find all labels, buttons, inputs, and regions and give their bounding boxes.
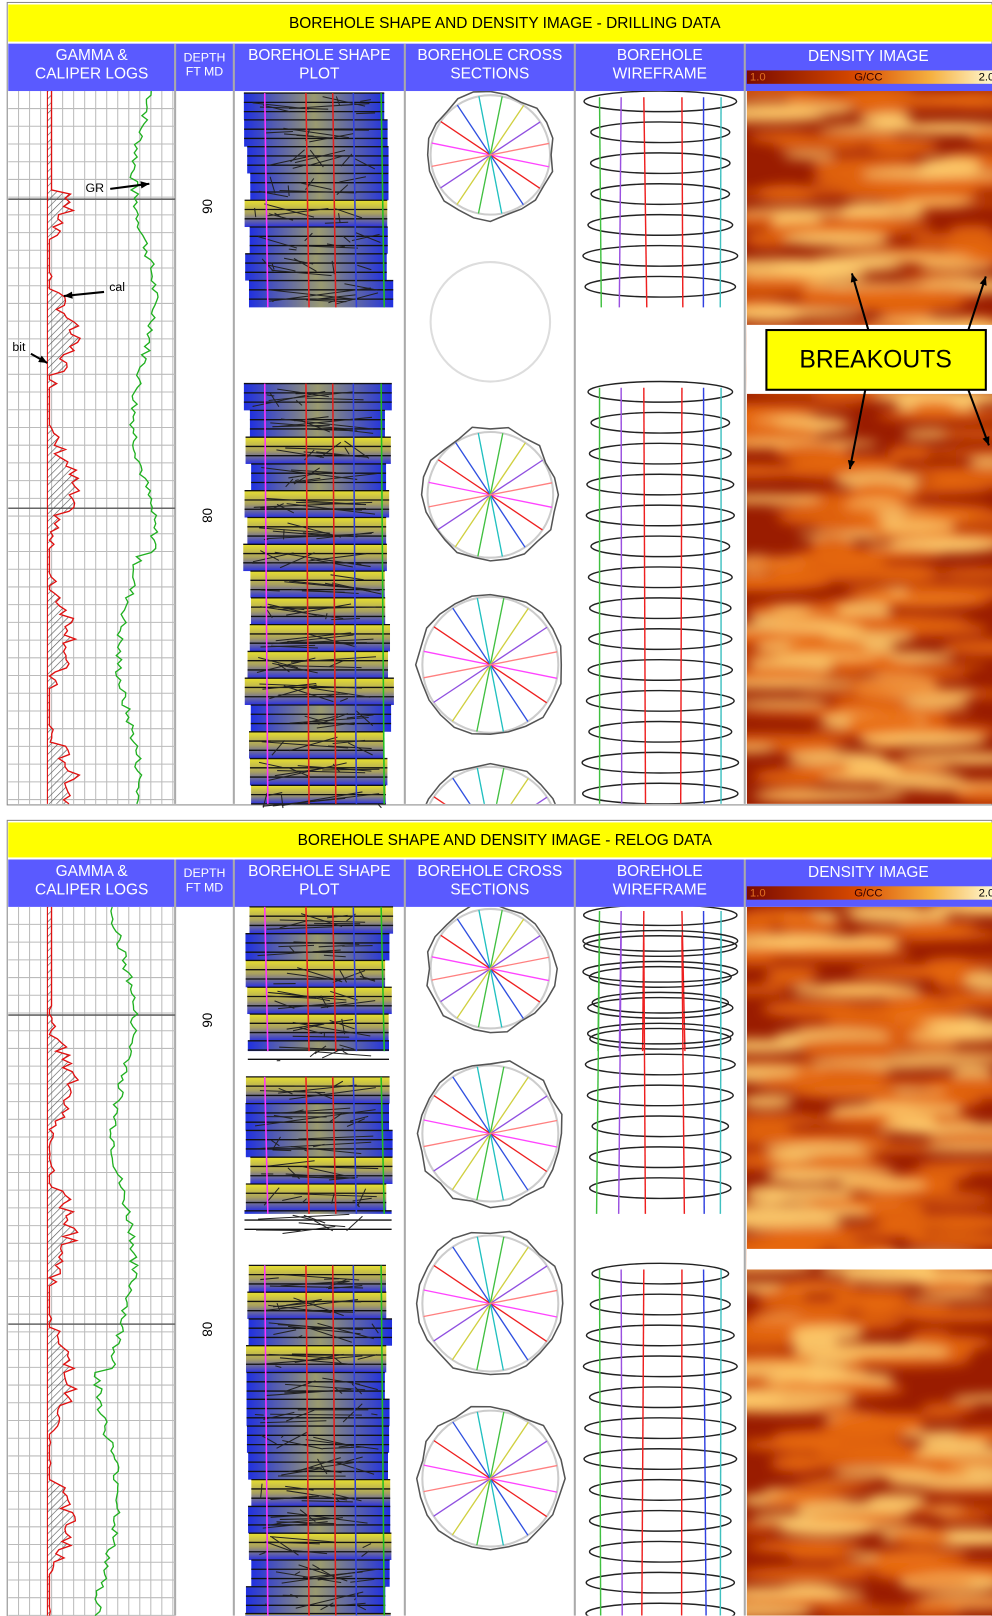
scale-unit: G/CC <box>854 72 882 84</box>
column-header: DEPTH <box>184 866 226 880</box>
column-header: FT MD <box>186 881 224 895</box>
shape-band <box>249 1533 391 1560</box>
column-header: BOREHOLE CROSS <box>417 47 562 64</box>
column-header: CALIPER LOGS <box>35 66 148 83</box>
column-header: WIREFRAME <box>613 881 707 898</box>
shape-band <box>245 934 389 961</box>
scale-min: 1.0 <box>750 72 766 84</box>
column-header: DENSITY IMAGE <box>808 864 929 881</box>
annotation: cal <box>109 280 125 294</box>
column-header: BOREHOLE SHAPE <box>248 863 390 880</box>
column-header: CALIPER LOGS <box>35 881 148 898</box>
log-panel: BOREHOLE SHAPE AND DENSITY IMAGE - DRILL… <box>7 2 992 906</box>
shape-band <box>250 625 390 652</box>
scale-min: 1.0 <box>750 887 766 899</box>
shape-band <box>243 544 387 571</box>
annotation: GR <box>85 181 104 195</box>
column-header: GAMMA & <box>56 47 129 64</box>
column-header: SECTIONS <box>450 881 529 898</box>
panel-title: BOREHOLE SHAPE AND DENSITY IMAGE - RELOG… <box>298 832 713 849</box>
column-header: BOREHOLE CROSS <box>417 863 562 880</box>
shape-band <box>246 1130 393 1157</box>
column-header: BOREHOLE SHAPE <box>248 47 390 64</box>
column-header: SECTIONS <box>450 66 529 83</box>
scale-max: 2.0 <box>979 72 992 84</box>
column-header: PLOT <box>299 66 340 83</box>
shape-band <box>251 1480 390 1507</box>
scale-max: 2.0 <box>979 887 992 899</box>
shape-band <box>249 732 384 759</box>
column-header: BOREHOLE <box>617 863 703 880</box>
shape-band <box>248 651 388 678</box>
log-panel: BOREHOLE SHAPE AND DENSITY IMAGE - RELOG… <box>7 820 992 1616</box>
shape-band <box>251 598 385 625</box>
column-header: FT MD <box>186 65 224 79</box>
shape-band <box>251 1560 389 1587</box>
shape-band <box>250 410 385 437</box>
column-header: PLOT <box>299 881 340 898</box>
panel-title: BOREHOLE SHAPE AND DENSITY IMAGE - DRILL… <box>289 15 721 32</box>
depth-label: 06 <box>199 199 214 214</box>
column-header: DENSITY IMAGE <box>808 48 929 65</box>
shape-band <box>251 464 386 491</box>
depth-label: 06 <box>199 1013 214 1028</box>
column-header: BOREHOLE <box>617 47 703 64</box>
depth-label: 08 <box>199 508 214 523</box>
shape-band <box>246 1077 390 1104</box>
shape-band <box>244 384 392 411</box>
log-display: BOREHOLE SHAPE AND DENSITY IMAGE - DRILL… <box>0 0 992 1616</box>
shape-band <box>246 437 391 464</box>
column-header: GAMMA & <box>56 863 129 880</box>
callout-text: BREAKOUTS <box>799 346 951 373</box>
scale-unit: G/CC <box>854 887 882 899</box>
column-header: WIREFRAME <box>613 66 707 83</box>
annotation: bit <box>12 340 26 354</box>
depth-label: 08 <box>199 1322 214 1337</box>
column-header: DEPTH <box>184 50 226 64</box>
shape-band <box>247 987 392 1014</box>
